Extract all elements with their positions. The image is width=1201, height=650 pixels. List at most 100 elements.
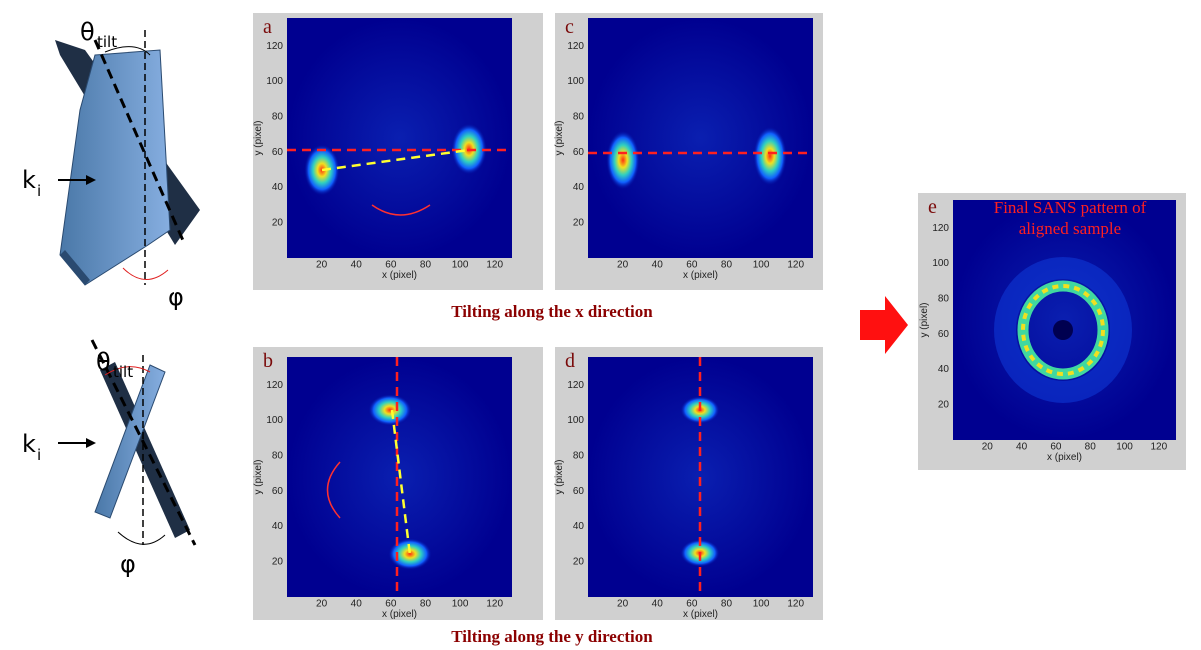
panel-label: e	[928, 196, 937, 218]
arrow-head	[86, 438, 96, 448]
y-tick-label: 120	[266, 41, 283, 52]
scatter-spot	[606, 130, 640, 190]
y-tick-label: 80	[573, 111, 585, 122]
x-tick-label: 60	[1050, 442, 1062, 453]
y-tick-label: 120	[932, 223, 949, 234]
x-tick-label: 40	[351, 599, 363, 610]
x-tick-label: 40	[351, 260, 363, 271]
y-tick-label: 40	[573, 182, 585, 193]
k: k	[22, 430, 36, 458]
tilt-diagram-y: θ tilt φ k i	[22, 339, 197, 578]
panel-label: a	[263, 16, 272, 38]
y-tick-label: 60	[938, 329, 950, 340]
panel: c 20 40 60 80 100 120 20 40 60 80 100 120 x (pixel) y …	[554, 13, 823, 290]
e-title: Final SANS pattern of	[994, 198, 1147, 217]
panels: a 20 40 60 80 100 120 20 40 60 80 100 120 x (pixel) y …	[253, 13, 1186, 620]
y-tick-label: 60	[272, 147, 284, 158]
panel: a 20 40 60 80 100 120 20 40 60 80 100 120 x (pixel) y …	[253, 13, 543, 290]
y-tick-label: 80	[938, 293, 950, 304]
rotation-arc	[326, 461, 341, 519]
x-tick-label: 60	[686, 260, 698, 271]
y-tick-label: 60	[573, 147, 585, 158]
y-tick-label: 60	[573, 486, 585, 497]
x-tick-label: 120	[787, 260, 804, 271]
k-sub: i	[37, 182, 41, 200]
y-tick-label: 100	[932, 258, 949, 269]
x-tick-label: 40	[652, 599, 664, 610]
x-tick-label: 120	[1151, 442, 1168, 453]
x-tick-label: 20	[617, 599, 629, 610]
plate-front	[94, 364, 166, 519]
phi: φ	[168, 283, 184, 311]
theta: θ	[96, 348, 111, 376]
y-axis-label: y (pixel)	[554, 459, 565, 494]
x-tick-label: 100	[452, 599, 469, 610]
x-tick-label: 80	[1085, 442, 1097, 453]
theta: θ	[80, 18, 95, 46]
plate-back	[100, 362, 190, 538]
panel: e 20 40 60 80 100 120 20 40 60 80 100 120 x (pixel) y …	[918, 193, 1186, 470]
y-tick-label: 40	[573, 521, 585, 532]
y-tick-label: 20	[272, 217, 284, 228]
panel-label: b	[263, 350, 273, 372]
x-axis-label: x (pixel)	[382, 609, 417, 620]
x-axis-label: x (pixel)	[1047, 452, 1082, 463]
x-tick-label: 60	[385, 260, 397, 271]
x-tick-label: 100	[753, 260, 770, 271]
big-arrow	[860, 296, 908, 354]
x-tick-label: 60	[385, 599, 397, 610]
x-tick-label: 80	[420, 599, 432, 610]
x-tick-label: 40	[1016, 442, 1028, 453]
x-axis-label: x (pixel)	[683, 609, 718, 620]
k: k	[22, 166, 36, 194]
tilt-axis	[93, 39, 187, 246]
panel: d 20 40 60 80 100 120 20 40 60 80 100 120 x (pixel) y …	[554, 347, 823, 620]
y-tick-label: 40	[272, 521, 284, 532]
panel-label: c	[565, 16, 574, 38]
phi-arc	[117, 531, 166, 545]
x-tick-label: 80	[721, 599, 733, 610]
y-axis-label: y (pixel)	[554, 120, 565, 155]
x-tick-label: 120	[486, 260, 503, 271]
y-tick-label: 120	[266, 380, 283, 391]
caption: Tilting along the y direction	[451, 627, 653, 646]
x-tick-label: 120	[787, 599, 804, 610]
ring-core	[1021, 284, 1105, 376]
x-tick-label: 20	[316, 599, 328, 610]
phi: φ	[120, 550, 136, 578]
y-tick-label: 100	[567, 76, 584, 87]
x-tick-label: 120	[486, 599, 503, 610]
x-tick-label: 20	[617, 260, 629, 271]
x-tick-label: 100	[753, 599, 770, 610]
yellow-dash	[390, 409, 412, 556]
x-tick-label: 100	[452, 260, 469, 271]
x-axis-label: x (pixel)	[683, 270, 718, 281]
phi-arc	[122, 267, 169, 280]
x-tick-label: 60	[686, 599, 698, 610]
y-tick-label: 100	[567, 415, 584, 426]
theta-sub: tilt	[113, 363, 133, 381]
y-tick-label: 20	[938, 399, 950, 410]
overlays: Tilting along the x direction Tilting al…	[287, 148, 1147, 646]
scatter-spot	[368, 394, 412, 426]
y-tick-label: 80	[573, 450, 585, 461]
y-tick-label: 120	[567, 380, 584, 391]
y-tick-label: 20	[573, 217, 585, 228]
angle-arc	[104, 46, 151, 56]
y-tick-label: 40	[938, 364, 950, 375]
ring-halo	[994, 257, 1132, 403]
y-tick-label: 100	[266, 76, 283, 87]
tilt-axis	[90, 339, 197, 546]
x-tick-label: 20	[316, 260, 328, 271]
theta-sub: tilt	[97, 33, 117, 51]
y-axis-label: y (pixel)	[253, 120, 264, 155]
y-tick-label: 60	[272, 486, 284, 497]
y-tick-label: 100	[266, 415, 283, 426]
scatter-spot	[388, 538, 432, 570]
y-axis-label: y (pixel)	[253, 459, 264, 494]
x-tick-label: 80	[721, 260, 733, 271]
y-tick-label: 40	[272, 182, 284, 193]
plate-front	[59, 49, 171, 286]
y-tick-label: 120	[567, 41, 584, 52]
